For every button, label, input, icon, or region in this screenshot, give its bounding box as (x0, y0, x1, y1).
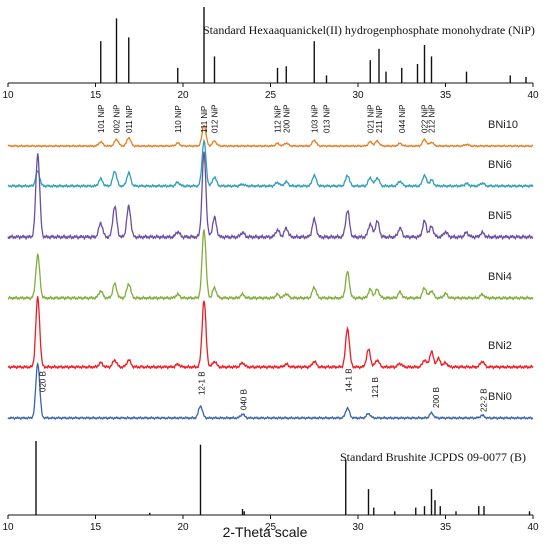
bottom-x-tick-label-40: 40 (527, 522, 539, 533)
series-line-bni5 (7, 151, 534, 241)
series-label-bni6: BNi6 (488, 159, 512, 171)
bottom-x-tick-label-15: 15 (90, 522, 102, 533)
brushite-annotation-2: 040 B (240, 389, 249, 410)
top-x-tick-label-40: 40 (527, 90, 539, 101)
nip-annotation-8: 103 NiP (310, 105, 319, 133)
series-line-bni4 (7, 229, 534, 301)
series-bni5: BNi5 (7, 151, 534, 241)
series-line-bni10 (7, 124, 534, 148)
nip-annotation-7: 200 NiP (282, 105, 291, 133)
series-line-bni0 (7, 361, 534, 421)
nip-annotation-0: 101 NiP (97, 105, 106, 133)
top-x-tick-label-20: 20 (177, 90, 189, 101)
brushite-reference-title: Standard Brushite JCPDS 09-0077 (B) (340, 450, 526, 464)
bottom-x-tick-label-20: 20 (177, 522, 189, 533)
nip-annotation-12: 044 NiP (398, 105, 407, 133)
series-bni4: BNi4 (7, 229, 534, 301)
brushite-annotation-0: 020 B (38, 371, 47, 392)
series-label-bni0: BNi0 (488, 391, 512, 403)
bottom-x-tick-label-25: 25 (265, 522, 277, 533)
series-label-bni10: BNi10 (488, 119, 518, 131)
series-bni2: BNi2 (8, 296, 534, 370)
brushite-annotation-4: 121 B (371, 377, 380, 398)
series-label-bni5: BNi5 (488, 210, 512, 222)
series-label-bni2: BNi2 (488, 340, 512, 352)
top-x-axis-ticks: 10 15 20 25 30 35 40 (2, 83, 539, 101)
top-x-tick-label-25: 25 (265, 90, 277, 101)
nip-annotation-9: 013 NiP (323, 105, 332, 133)
nip-annotation-1: 002 NiP (113, 105, 122, 133)
series-bni0: BNi0 (7, 361, 534, 421)
bottom-x-axis-ticks: 10 15 20 25 30 35 40 (2, 515, 539, 533)
brushite-peak-annotations: 020 B 12-1 B 040 B 14-1 B 121 B 200 B 22-2 B (38, 368, 488, 412)
nip-annotation-14: 212 NiP (428, 105, 437, 133)
nip-annotation-10: 021 NiP (366, 105, 375, 133)
top-x-tick-label-30: 30 (352, 90, 364, 101)
series-label-bni4: BNi4 (488, 271, 512, 283)
nip-reference-title: Standard Hexaaquanickel(II) hydrogenphos… (203, 23, 535, 37)
brushite-reference-peaks (35, 441, 531, 515)
nip-annotation-3: 110 NiP (174, 105, 183, 133)
series-line-bni6 (7, 138, 534, 189)
nip-annotation-2: 011 NiP (125, 105, 134, 133)
bottom-x-tick-label-35: 35 (440, 522, 452, 533)
nip-annotation-4: 111 NiP (200, 106, 209, 133)
nip-annotation-6: 112 NiP (274, 105, 283, 133)
brushite-annotation-6: 22-2 B (479, 388, 488, 412)
bottom-x-tick-label-30: 30 (352, 522, 364, 533)
series-bni10: BNi10 (7, 119, 534, 148)
top-x-tick-label-10: 10 (2, 90, 14, 101)
brushite-annotation-3: 14-1 B (345, 368, 354, 392)
nip-annotation-5: 012 NiP (211, 105, 220, 133)
nip-annotation-11: 211 NiP (375, 105, 384, 133)
x-axis-label: 2-Theta scale (223, 524, 308, 540)
brushite-annotation-1: 12-1 B (198, 371, 207, 395)
brushite-annotation-5: 200 B (432, 387, 441, 408)
nip-reference-peaks (100, 7, 527, 83)
series-line-bni2 (8, 296, 534, 370)
xrd-patterns: BNi10 BNi6 BNi5 BNi4 BNi2 BNi0 (7, 119, 534, 421)
nip-peak-annotations: 101 NiP 002 NiP 011 NiP 110 NiP 111 NiP 012 N… (97, 105, 437, 133)
top-x-tick-label-35: 35 (440, 90, 452, 101)
top-x-tick-label-15: 15 (90, 90, 102, 101)
nip-annotation-13: 022 NiP (421, 105, 430, 133)
series-bni6: BNi6 (7, 138, 534, 189)
bottom-x-tick-label-10: 10 (2, 522, 14, 533)
